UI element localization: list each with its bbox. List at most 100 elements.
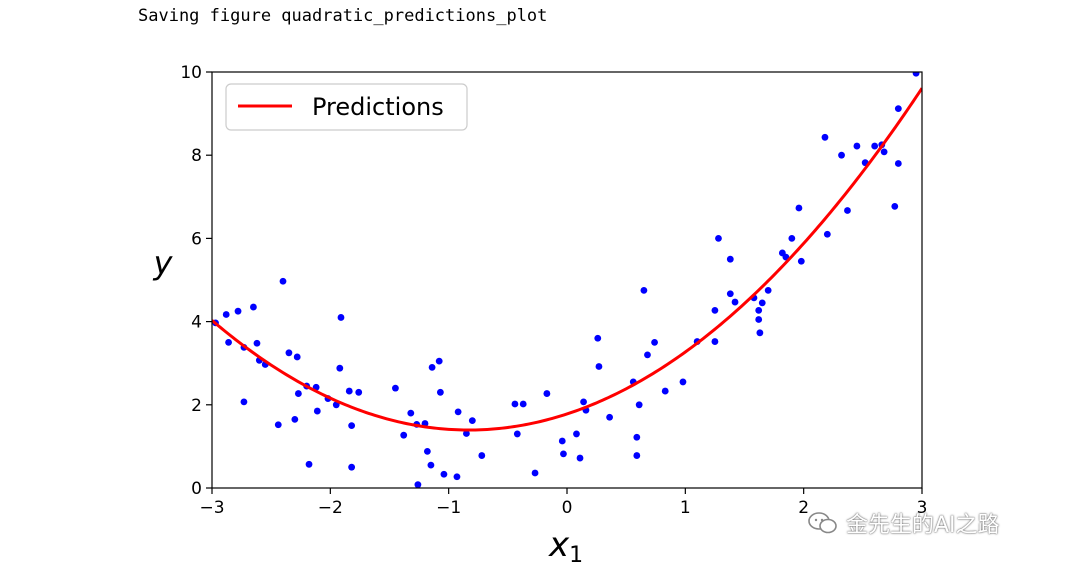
data-point [453, 473, 461, 481]
data-point [711, 338, 719, 345]
data-point [635, 401, 643, 409]
data-point [560, 450, 567, 458]
data-point [436, 388, 444, 396]
wechat-icon [808, 512, 837, 534]
data-point [291, 415, 299, 423]
data-point [513, 430, 521, 438]
data-point [285, 349, 293, 357]
y-tick-label: 6 [191, 229, 202, 249]
data-point [871, 142, 879, 150]
data-point [253, 339, 261, 347]
y-axis-label: y [153, 244, 174, 282]
data-point [348, 422, 356, 429]
data-point [336, 364, 344, 372]
y-tick-label: 2 [191, 396, 202, 416]
data-point [640, 287, 648, 294]
data-point [511, 400, 519, 408]
data-point [345, 387, 353, 395]
data-point [644, 351, 651, 359]
data-point [894, 105, 902, 113]
data-point [427, 461, 435, 469]
data-point [543, 390, 551, 397]
data-point [756, 329, 764, 337]
data-point [891, 202, 899, 210]
watermark-text: 金先生的AI之路 [846, 513, 1000, 538]
data-point [880, 148, 888, 156]
y-axis: 0 2 4 6 8 10 [180, 63, 212, 499]
data-point [428, 363, 436, 371]
data-point [894, 160, 902, 167]
data-point [454, 408, 462, 416]
data-point [337, 314, 345, 321]
data-point [294, 390, 302, 397]
x-axis: −3 −2 −1 0 1 2 3 [199, 488, 927, 518]
watermark: 金先生的AI之路 [808, 508, 1000, 538]
data-point [633, 433, 641, 441]
data-point [576, 454, 584, 462]
data-point [731, 298, 739, 306]
data-point [274, 421, 282, 429]
x-tick-label: −3 [199, 498, 224, 518]
data-point [279, 277, 287, 285]
data-point [726, 255, 734, 263]
data-point [797, 257, 805, 265]
data-point [519, 400, 527, 408]
plot-area [212, 72, 922, 488]
data-point [348, 463, 356, 471]
data-point [305, 460, 313, 468]
legend-label-predictions: Predictions [312, 93, 444, 121]
legend: Predictions [225, 83, 468, 131]
data-point [580, 398, 587, 406]
data-point [853, 142, 861, 150]
data-point [823, 230, 831, 238]
data-point [313, 407, 321, 415]
data-point [755, 306, 763, 314]
data-point [293, 353, 301, 361]
data-point [795, 204, 803, 212]
data-point [531, 469, 539, 477]
data-point [573, 430, 580, 438]
y-tick-label: 4 [191, 313, 202, 333]
data-point [435, 357, 443, 365]
data-point [355, 388, 363, 396]
data-point [463, 430, 470, 437]
x-tick-label: 0 [562, 498, 573, 518]
data-point [407, 409, 415, 417]
data-point [392, 384, 399, 392]
x-tick-label: −2 [318, 498, 343, 518]
data-point [726, 290, 734, 298]
data-point [222, 311, 230, 318]
data-point [715, 235, 722, 242]
data-point [844, 207, 851, 214]
x-tick-label: 3 [917, 498, 928, 518]
data-point [661, 387, 669, 395]
data-point [250, 303, 257, 311]
data-point [234, 307, 242, 315]
data-point [414, 481, 422, 488]
data-point [788, 235, 796, 242]
data-point [478, 452, 486, 459]
predictions-line [212, 87, 922, 432]
legend-box [225, 83, 468, 131]
data-point [758, 299, 766, 307]
data-point [755, 316, 763, 323]
data-point [679, 378, 687, 386]
x-axis-label: x1 [548, 525, 583, 568]
data-point [651, 339, 658, 346]
data-point [838, 151, 845, 159]
data-point [595, 363, 603, 370]
data-point [440, 470, 448, 478]
data-point [912, 72, 920, 77]
console-output: Saving figure quadratic_predictions_plot [138, 6, 548, 26]
data-point [606, 413, 613, 421]
data-point [240, 398, 248, 406]
data-point [468, 417, 476, 425]
data-point [400, 431, 408, 439]
y-tick-label: 0 [191, 479, 202, 499]
x-tick-label: 2 [798, 498, 809, 518]
data-point [711, 306, 719, 314]
data-point [594, 334, 602, 342]
data-point [423, 447, 431, 455]
x-tick-label: 1 [680, 498, 691, 518]
data-point [558, 437, 566, 445]
